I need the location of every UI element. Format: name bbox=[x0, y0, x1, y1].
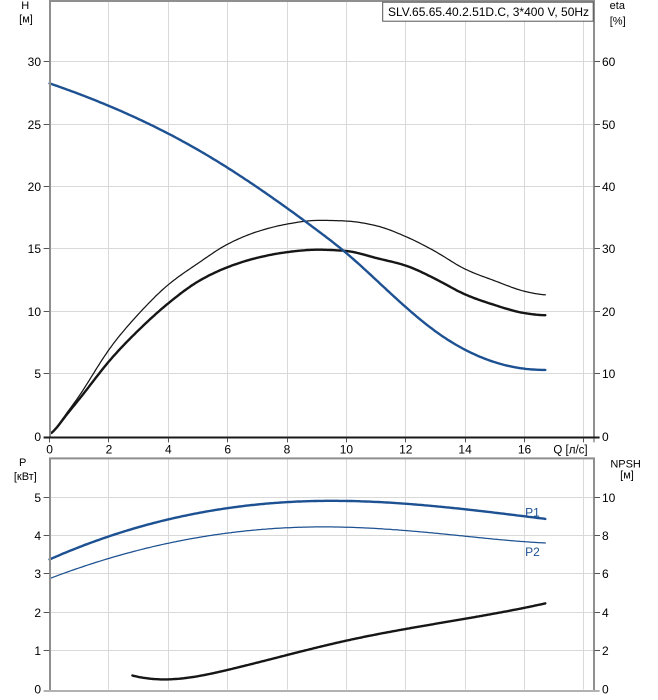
svg-text:0: 0 bbox=[602, 430, 609, 444]
svg-text:6: 6 bbox=[224, 443, 231, 457]
svg-text:[%]: [%] bbox=[610, 15, 626, 27]
svg-text:16: 16 bbox=[518, 443, 532, 457]
svg-text:1: 1 bbox=[34, 644, 41, 658]
svg-text:0: 0 bbox=[34, 430, 41, 444]
svg-text:4: 4 bbox=[602, 606, 609, 620]
svg-text:5: 5 bbox=[34, 491, 41, 505]
svg-text:2: 2 bbox=[602, 644, 609, 658]
svg-text:10: 10 bbox=[602, 367, 616, 381]
svg-text:5: 5 bbox=[34, 367, 41, 381]
svg-text:30: 30 bbox=[28, 55, 42, 69]
svg-text:[м]: [м] bbox=[19, 14, 33, 26]
svg-text:SLV.65.65.40.2.51D.C, 3*400 V,: SLV.65.65.40.2.51D.C, 3*400 V, 50Hz bbox=[388, 5, 589, 19]
svg-text:0: 0 bbox=[602, 682, 609, 696]
svg-text:10: 10 bbox=[602, 491, 616, 505]
svg-text:2: 2 bbox=[34, 606, 41, 620]
svg-text:NPSH: NPSH bbox=[610, 459, 641, 471]
svg-text:0: 0 bbox=[34, 682, 41, 696]
svg-text:H: H bbox=[21, 0, 29, 12]
svg-text:4: 4 bbox=[34, 529, 41, 543]
svg-text:6: 6 bbox=[602, 567, 609, 581]
svg-text:P2: P2 bbox=[525, 545, 540, 559]
svg-text:30: 30 bbox=[602, 242, 616, 256]
svg-text:2: 2 bbox=[106, 443, 113, 457]
svg-text:8: 8 bbox=[602, 529, 609, 543]
svg-text:Q [л/с]: Q [л/с] bbox=[553, 445, 587, 457]
svg-text:P: P bbox=[19, 457, 26, 469]
svg-text:10: 10 bbox=[340, 443, 354, 457]
svg-text:4: 4 bbox=[165, 443, 172, 457]
svg-text:60: 60 bbox=[602, 55, 616, 69]
svg-text:20: 20 bbox=[28, 180, 42, 194]
svg-text:[м]: [м] bbox=[620, 470, 634, 482]
svg-text:14: 14 bbox=[458, 443, 472, 457]
svg-text:15: 15 bbox=[28, 242, 42, 256]
svg-text:3: 3 bbox=[34, 567, 41, 581]
svg-text:50: 50 bbox=[602, 118, 616, 132]
svg-text:eta: eta bbox=[610, 0, 626, 12]
svg-text:25: 25 bbox=[28, 118, 42, 132]
svg-text:[кВт]: [кВт] bbox=[14, 471, 37, 483]
svg-text:10: 10 bbox=[28, 305, 42, 319]
svg-text:0: 0 bbox=[46, 443, 53, 457]
svg-text:12: 12 bbox=[399, 443, 413, 457]
svg-text:P1: P1 bbox=[525, 505, 540, 519]
svg-text:40: 40 bbox=[602, 180, 616, 194]
svg-text:8: 8 bbox=[284, 443, 291, 457]
svg-text:20: 20 bbox=[602, 305, 616, 319]
